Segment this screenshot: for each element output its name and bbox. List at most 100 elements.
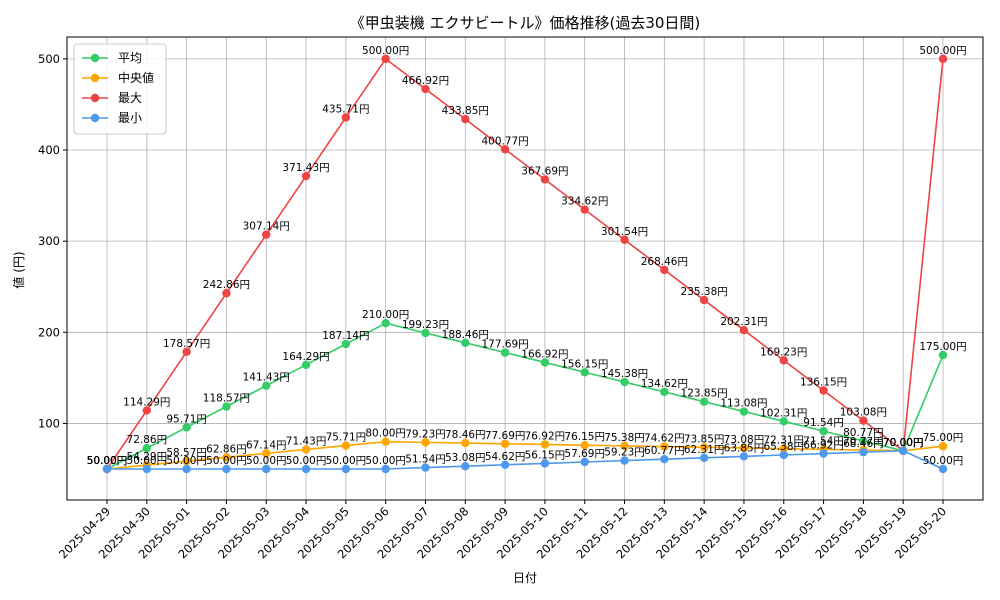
data-label: 74.62円 — [644, 433, 685, 445]
data-point — [461, 338, 470, 348]
data-point — [381, 54, 390, 64]
data-label: 145.38円 — [601, 368, 648, 380]
data-point — [699, 453, 709, 462]
data-label: 466.92円 — [402, 75, 449, 87]
data-label: 169.23円 — [760, 346, 807, 358]
data-point — [580, 457, 589, 467]
data-label: 95.71円 — [166, 413, 207, 425]
data-point — [779, 356, 788, 365]
data-point — [182, 457, 191, 466]
data-label: 70.00円 — [883, 437, 924, 449]
data-label: 50.00円 — [87, 455, 128, 467]
series-line — [106, 57, 944, 470]
data-point — [222, 289, 231, 298]
data-point — [381, 464, 390, 474]
data-point — [461, 438, 470, 448]
data-label: 91.54円 — [803, 417, 844, 429]
data-point — [262, 449, 271, 458]
data-point — [222, 402, 231, 411]
data-label: 102.31円 — [760, 407, 807, 419]
data-label: 307.14円 — [243, 221, 290, 233]
data-label: 301.54円 — [601, 226, 648, 238]
data-point — [262, 464, 271, 474]
data-label: 80.00円 — [365, 428, 406, 440]
data-labels-layer: 50.00円 72.86円 95.71円 118.57円 141.43円 164.29円 1… — [87, 45, 967, 467]
data-label: 71.54円 — [803, 435, 844, 447]
data-point — [580, 368, 589, 377]
data-label: 268.46円 — [641, 256, 688, 268]
data-point — [938, 464, 948, 474]
data-label: 113.08円 — [720, 398, 767, 410]
data-label: 433.85円 — [442, 105, 489, 117]
data-point — [301, 445, 311, 454]
data-label: 59.23円 — [604, 447, 645, 459]
data-label: 50.00円 — [87, 455, 128, 467]
legend-swatch-marker — [90, 93, 100, 103]
data-point — [381, 437, 390, 446]
data-point — [341, 113, 351, 122]
data-label: 53.08円 — [445, 452, 486, 464]
data-point — [142, 443, 152, 453]
data-point — [222, 453, 231, 462]
data-label: 56.15円 — [525, 449, 566, 461]
data-label: 79.23円 — [405, 428, 446, 440]
data-point — [580, 205, 589, 214]
data-label: 50.00円 — [87, 455, 128, 467]
data-label: 62.31円 — [684, 444, 725, 456]
x-axis-label: 日付 — [513, 571, 537, 585]
data-label: 164.29円 — [282, 351, 329, 363]
data-point — [938, 350, 948, 360]
data-point — [660, 442, 669, 451]
data-label: 67.14円 — [246, 439, 287, 451]
data-label: 57.69円 — [564, 448, 605, 460]
data-label: 70.00円 — [883, 437, 924, 449]
data-point — [660, 265, 669, 275]
data-point — [620, 235, 629, 244]
data-label: 50.00円 — [365, 455, 406, 467]
series-line — [107, 449, 944, 470]
data-point — [898, 446, 908, 455]
data-point — [819, 449, 828, 458]
data-point — [461, 114, 470, 124]
y-tick-label: 500 — [38, 52, 60, 66]
data-point — [182, 423, 191, 432]
data-label: 136.15円 — [800, 376, 847, 388]
data-label: 50.00円 — [166, 455, 207, 467]
data-label: 50.00円 — [246, 455, 287, 467]
y-tick-label: 100 — [38, 416, 60, 430]
data-label: 134.62円 — [641, 378, 688, 390]
series-line — [106, 440, 944, 470]
data-point — [301, 171, 311, 181]
data-label: 76.15円 — [564, 431, 605, 443]
data-label: 50.00円 — [127, 455, 168, 467]
data-point — [341, 464, 351, 474]
data-label: 71.43円 — [286, 435, 327, 447]
chart-title: 《甲虫装機 エクサビートル》価格推移(過去30日間) — [350, 14, 701, 32]
data-label: 62.86円 — [206, 443, 247, 455]
plot-frame — [66, 36, 984, 501]
data-point — [540, 358, 550, 367]
data-point — [938, 442, 948, 451]
data-label: 118.57円 — [203, 393, 250, 405]
data-label: 187.14円 — [322, 330, 369, 342]
data-point — [819, 386, 828, 395]
data-label: 199.23円 — [402, 319, 449, 331]
data-label: 334.62円 — [561, 196, 608, 208]
data-point — [660, 387, 669, 397]
data-label: 78.46円 — [445, 429, 486, 441]
data-point — [819, 426, 828, 436]
data-label: 72.31円 — [763, 435, 804, 447]
data-point — [779, 444, 788, 453]
data-point — [421, 438, 430, 447]
data-point — [938, 54, 948, 64]
data-point — [739, 452, 749, 461]
data-point — [182, 464, 191, 474]
data-point — [620, 441, 629, 451]
data-label: 58.57円 — [166, 447, 207, 459]
data-label: 114.29円 — [123, 396, 170, 408]
data-point — [859, 436, 868, 446]
grid-layer — [67, 37, 983, 500]
data-point — [699, 295, 709, 305]
